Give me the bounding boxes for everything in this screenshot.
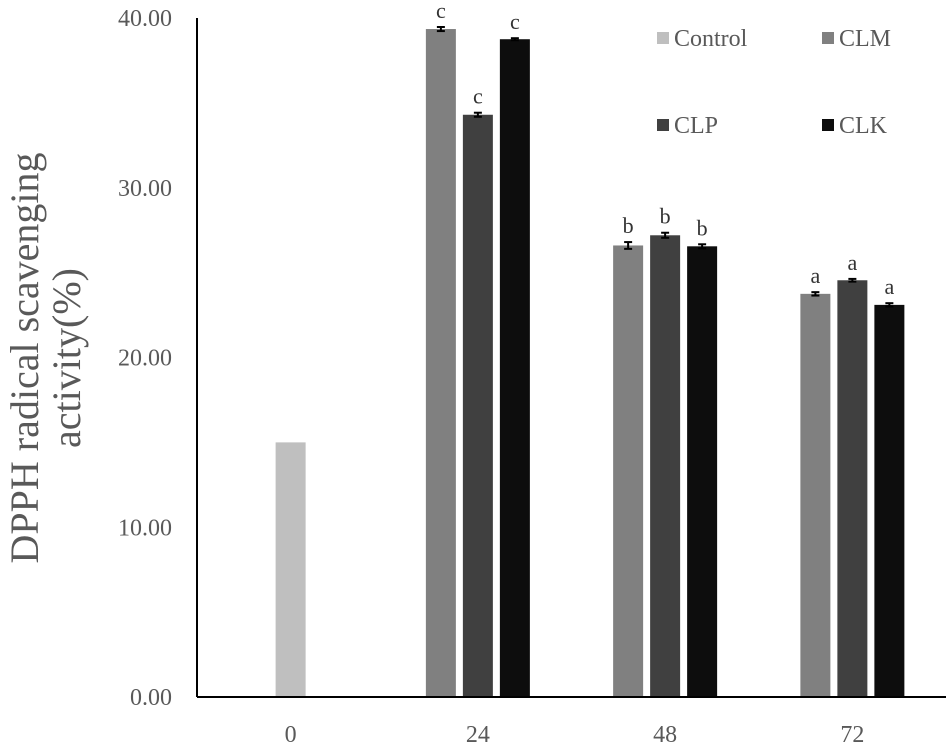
bar-clm <box>800 293 831 697</box>
bar-control <box>275 442 306 697</box>
x-tick-label: 48 <box>653 722 677 744</box>
legend-entry-clk: CLK <box>822 113 888 139</box>
bar-clk <box>687 246 718 697</box>
bar-clk <box>874 304 905 697</box>
x-tick-label: 0 <box>285 722 297 744</box>
y-tick-label: 20.00 <box>118 346 172 372</box>
y-axis-title: DPPH radical scavenging activity(%) <box>2 152 89 563</box>
significance-label: a <box>847 250 857 275</box>
significance-label: c <box>436 0 446 23</box>
legend-swatch <box>657 119 669 131</box>
bar-clp <box>462 114 493 697</box>
significance-label: b <box>660 204 671 229</box>
legend-label: CLP <box>674 113 718 139</box>
y-tick-label: 30.00 <box>118 176 172 202</box>
significance-label: b <box>623 213 634 238</box>
y-tick-label: 10.00 <box>118 515 172 541</box>
legend-label: CLK <box>839 113 888 139</box>
legend-entry-clm: CLM <box>822 26 891 52</box>
bar-clp <box>650 235 681 697</box>
legend-entry-control: Control <box>657 26 748 52</box>
legend-entry-clp: CLP <box>657 113 718 139</box>
x-tick-label: 72 <box>840 722 864 744</box>
axes <box>196 18 946 698</box>
x-axis-labels: 0 24 48 72 <box>285 722 865 744</box>
legend-label: CLM <box>839 26 891 52</box>
significance-label: a <box>810 263 820 288</box>
bar-clm <box>425 29 456 697</box>
y-axis-title-line-1: DPPH radical scavenging <box>2 152 47 563</box>
bar-clp <box>837 280 868 697</box>
bar-clk <box>499 39 530 697</box>
bars: c c c b b b a a a <box>275 0 905 697</box>
y-tick-label: 0.00 <box>130 685 172 711</box>
legend-swatch <box>657 32 669 44</box>
y-axis-title-line-2: activity(%) <box>44 268 89 448</box>
y-tick-label: 40.00 <box>118 6 172 32</box>
legend-label: Control <box>674 26 748 52</box>
legend: Control CLM CLP CLK <box>657 26 891 139</box>
y-axis-ticks: 0.00 10.00 20.00 30.00 40.00 <box>118 6 172 711</box>
significance-label: c <box>510 9 520 34</box>
bar-clm <box>613 245 644 697</box>
x-tick-label: 24 <box>466 722 490 744</box>
significance-label: c <box>473 84 483 109</box>
legend-swatch <box>822 119 834 131</box>
significance-label: a <box>884 274 894 299</box>
legend-swatch <box>822 32 834 44</box>
significance-label: b <box>697 215 708 240</box>
